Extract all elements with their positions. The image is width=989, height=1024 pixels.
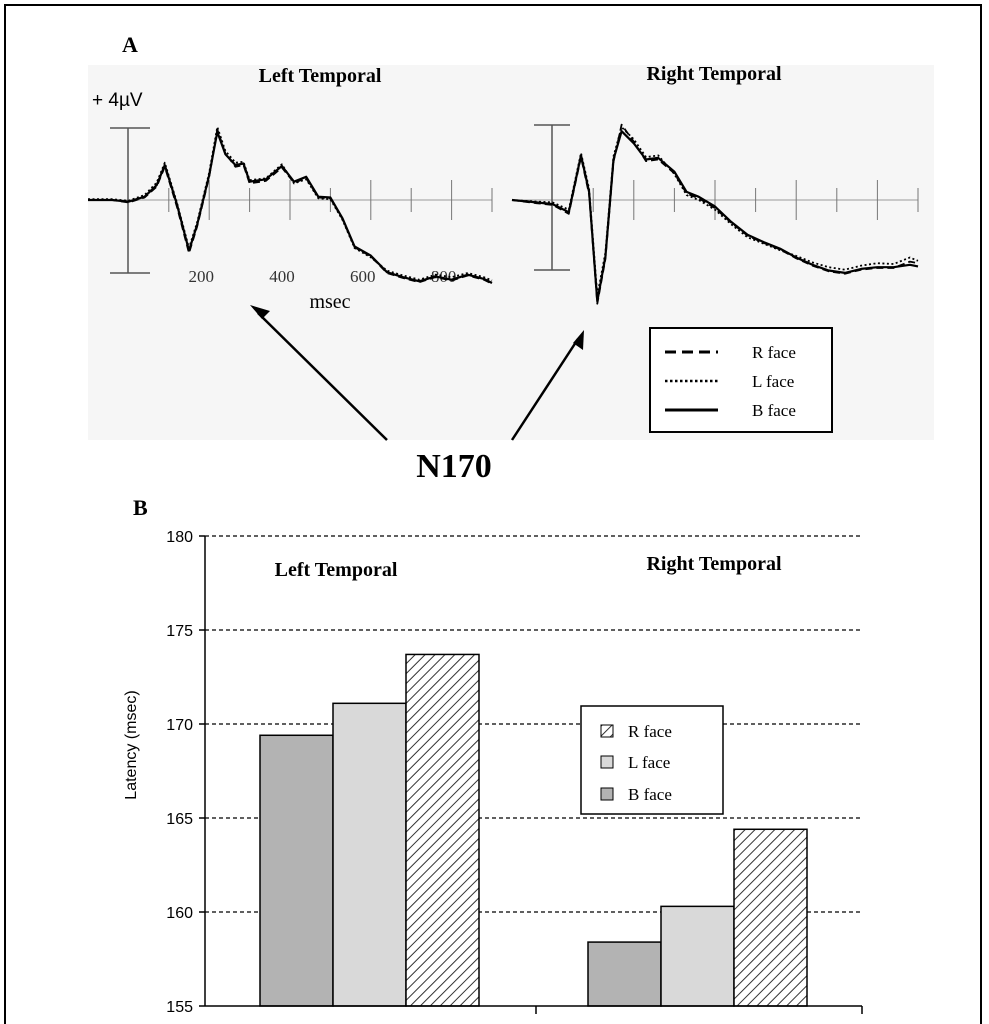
erp-series-r-face [88, 128, 493, 285]
bar-legend-label: R face [628, 722, 672, 741]
legend-hatch-swatch [600, 724, 614, 738]
bar-l-face-right-temporal [660, 905, 735, 1007]
bar-b-face-right-temporal [587, 941, 662, 1007]
erp-x-unit: msec [309, 291, 350, 313]
bar-r-face-left-temporal [405, 653, 480, 1007]
n170-arrowhead-right [573, 330, 584, 350]
bar-r-face-right-temporal [733, 828, 808, 1007]
n170-callout: N170 [250, 305, 584, 485]
bar-series [259, 653, 808, 1007]
panel-a-label: A [122, 32, 138, 57]
bar-b-face-left-temporal [259, 734, 334, 1007]
bar-right-title: Right Temporal [646, 553, 781, 575]
erp-series-r-face [511, 123, 919, 305]
legend-light-swatch [600, 755, 614, 769]
bar-y-tick-label: 170 [166, 717, 193, 734]
erp-x-tick-label: 800 [431, 267, 457, 286]
bar-legend-label: B face [628, 785, 672, 804]
erp-legend-label: B face [752, 401, 796, 420]
bar-left-title: Left Temporal [275, 559, 398, 581]
erp-series-l-face [511, 126, 919, 297]
erp-x-tick-label: 600 [350, 267, 376, 286]
erp-x-tick-label: 200 [188, 267, 214, 286]
bar-y-tick-label: 175 [166, 623, 193, 640]
legend-dark-swatch [600, 787, 614, 801]
bar-y-axis-label: Latency (msec) [123, 690, 140, 799]
bar-legend: R face L face B face [580, 705, 724, 815]
bar-legend-label: L face [628, 753, 670, 772]
erp-right-axes [511, 123, 919, 305]
bar-y-tick-label: 160 [166, 905, 193, 922]
voltage-scale-label: + 4µV [92, 90, 143, 111]
bar-l-face-left-temporal [332, 702, 407, 1007]
erp-legend-label: R face [752, 343, 796, 362]
erp-legend-label: L face [752, 372, 794, 391]
erp-right-title: Right Temporal [646, 63, 781, 85]
erp-x-tick-label: 400 [269, 267, 295, 286]
bar-y-tick-label: 165 [166, 811, 193, 828]
erp-legend: R face L face B face [649, 327, 833, 433]
n170-arrow-right [510, 338, 580, 441]
bar-y-tick-label: 155 [166, 999, 193, 1016]
n170-arrow-left [257, 312, 388, 441]
erp-left-axes: 200 400 600 800 msec [88, 126, 493, 313]
panel-b-label: B [133, 495, 148, 520]
bar-y-ticks: 155 160 165 170 175 180 [166, 529, 205, 1016]
n170-arrowhead-left [250, 305, 270, 319]
figure-frame [4, 4, 982, 1024]
n170-label: N170 [416, 448, 492, 485]
erp-left-title: Left Temporal [259, 65, 382, 87]
bar-y-tick-label: 180 [166, 529, 193, 546]
